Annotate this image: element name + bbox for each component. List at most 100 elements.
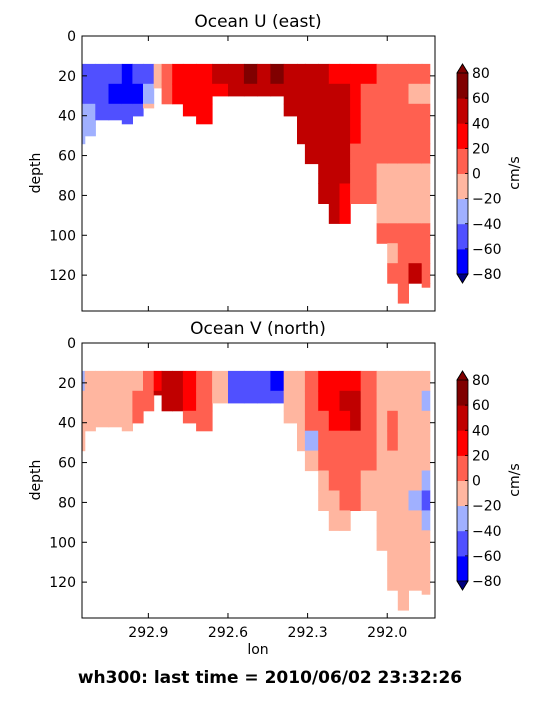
y-tick-label: 80: [58, 188, 76, 204]
contour-cell: [196, 390, 213, 412]
contour-cell: [408, 183, 423, 204]
contour-cell: [421, 370, 431, 392]
contour-cell: [421, 550, 431, 571]
contour-cell: [297, 83, 306, 105]
contour-cell: [172, 83, 184, 105]
contour-cell: [283, 63, 298, 85]
contour-cell: [350, 63, 362, 85]
contour-cell: [421, 450, 431, 472]
contour-cell: [360, 490, 378, 511]
contour-cell: [161, 83, 173, 105]
contour-cell: [397, 83, 409, 105]
contour-cell: [257, 390, 272, 404]
contour-cell: [387, 470, 399, 491]
contour-cell: [360, 450, 378, 472]
contour-cell: [143, 83, 155, 105]
contour-cell: [297, 103, 306, 125]
contour-cell: [387, 430, 399, 452]
contour-cell: [350, 143, 362, 165]
colorbar-segment: [457, 248, 468, 275]
contour-cell: [408, 530, 423, 551]
contour-cell: [304, 63, 319, 85]
contour-cell: [318, 183, 330, 204]
v-contour-cells: [82, 370, 431, 611]
contour-cell: [360, 410, 378, 432]
contour-cell: [387, 63, 399, 85]
y-tick-label: 0: [67, 336, 76, 352]
panel-ocean-u: Ocean U (east) 0 20 40 60 80 100 120 depth 80 6…: [28, 12, 523, 312]
contour-cell: [376, 163, 388, 184]
contour-cell: [82, 390, 86, 412]
contour-cell: [270, 390, 285, 404]
contour-cell: [408, 143, 423, 165]
contour-cell: [84, 410, 96, 432]
contour-cell: [228, 390, 245, 404]
contour-cell: [360, 430, 378, 452]
contour-cell: [387, 103, 399, 125]
contour-cell: [182, 390, 197, 412]
contour-cell: [421, 390, 431, 412]
contour-cell: [95, 63, 110, 85]
contour-cell: [212, 370, 229, 392]
contour-cell: [376, 83, 388, 105]
contour-cell: [339, 63, 351, 85]
contour-cell: [408, 390, 423, 412]
colorbar-tick-label: −60: [472, 549, 502, 565]
y-tick-label: 40: [58, 416, 76, 432]
contour-cell: [397, 163, 409, 184]
contour-cell: [318, 83, 330, 105]
contour-cell: [228, 63, 245, 85]
contour-cell: [318, 470, 330, 491]
contour-cell: [397, 470, 409, 491]
u-plot-frame: [81, 35, 436, 312]
contour-cell: [270, 370, 285, 392]
contour-cell: [397, 143, 409, 165]
colorbar-tick-label: 40: [472, 423, 490, 439]
contour-cell: [82, 430, 86, 452]
y-tick-label: 100: [49, 228, 76, 244]
colorbar-tick-label: 60: [472, 91, 490, 107]
contour-cell: [397, 123, 409, 145]
contour-cell: [143, 103, 155, 109]
colorbar-extend-max: [456, 63, 469, 74]
contour-cell: [408, 470, 423, 491]
contour-cell: [243, 83, 258, 97]
contour-cell: [121, 63, 133, 85]
colorbar-tick-label: −60: [472, 242, 502, 258]
contour-cell: [387, 83, 399, 105]
v-y-axis: 0 20 40 60 80 100 120: [49, 336, 435, 591]
colorbar-segment: [457, 173, 468, 200]
contour-cell: [350, 83, 362, 105]
contour-cell: [161, 370, 173, 392]
contour-cell: [82, 123, 86, 145]
colorbar-segment: [457, 148, 468, 174]
contour-cell: [84, 123, 96, 137]
contour-cell: [84, 370, 96, 392]
contour-cell: [196, 410, 213, 432]
colorbar-segment: [457, 455, 468, 481]
contour-cell: [283, 410, 298, 424]
contour-cell: [318, 63, 330, 85]
shared-x-axis-label: lon: [247, 642, 268, 658]
colorbar-tick-label: 80: [472, 373, 490, 389]
contour-cell: [397, 450, 409, 472]
contour-cell: [304, 450, 319, 472]
contour-cell: [397, 263, 409, 284]
contour-cell: [376, 183, 388, 204]
colorbar-segment: [457, 430, 468, 456]
contour-cell: [387, 203, 399, 224]
contour-cell: [387, 550, 399, 571]
u-colorbar: 80 60 40 20 0 −20 −40 −60 −80: [456, 63, 502, 284]
contour-cell: [350, 370, 362, 392]
contour-cell: [228, 370, 245, 392]
contour-cell: [153, 83, 163, 89]
contour-cell: [360, 83, 378, 105]
contour-cell: [421, 203, 431, 224]
contour-cell: [143, 370, 155, 392]
contour-cell: [408, 410, 423, 432]
contour-cell: [328, 163, 340, 184]
contour-cell: [387, 123, 399, 145]
y-tick-label: 80: [58, 495, 76, 511]
contour-cell: [408, 570, 423, 591]
